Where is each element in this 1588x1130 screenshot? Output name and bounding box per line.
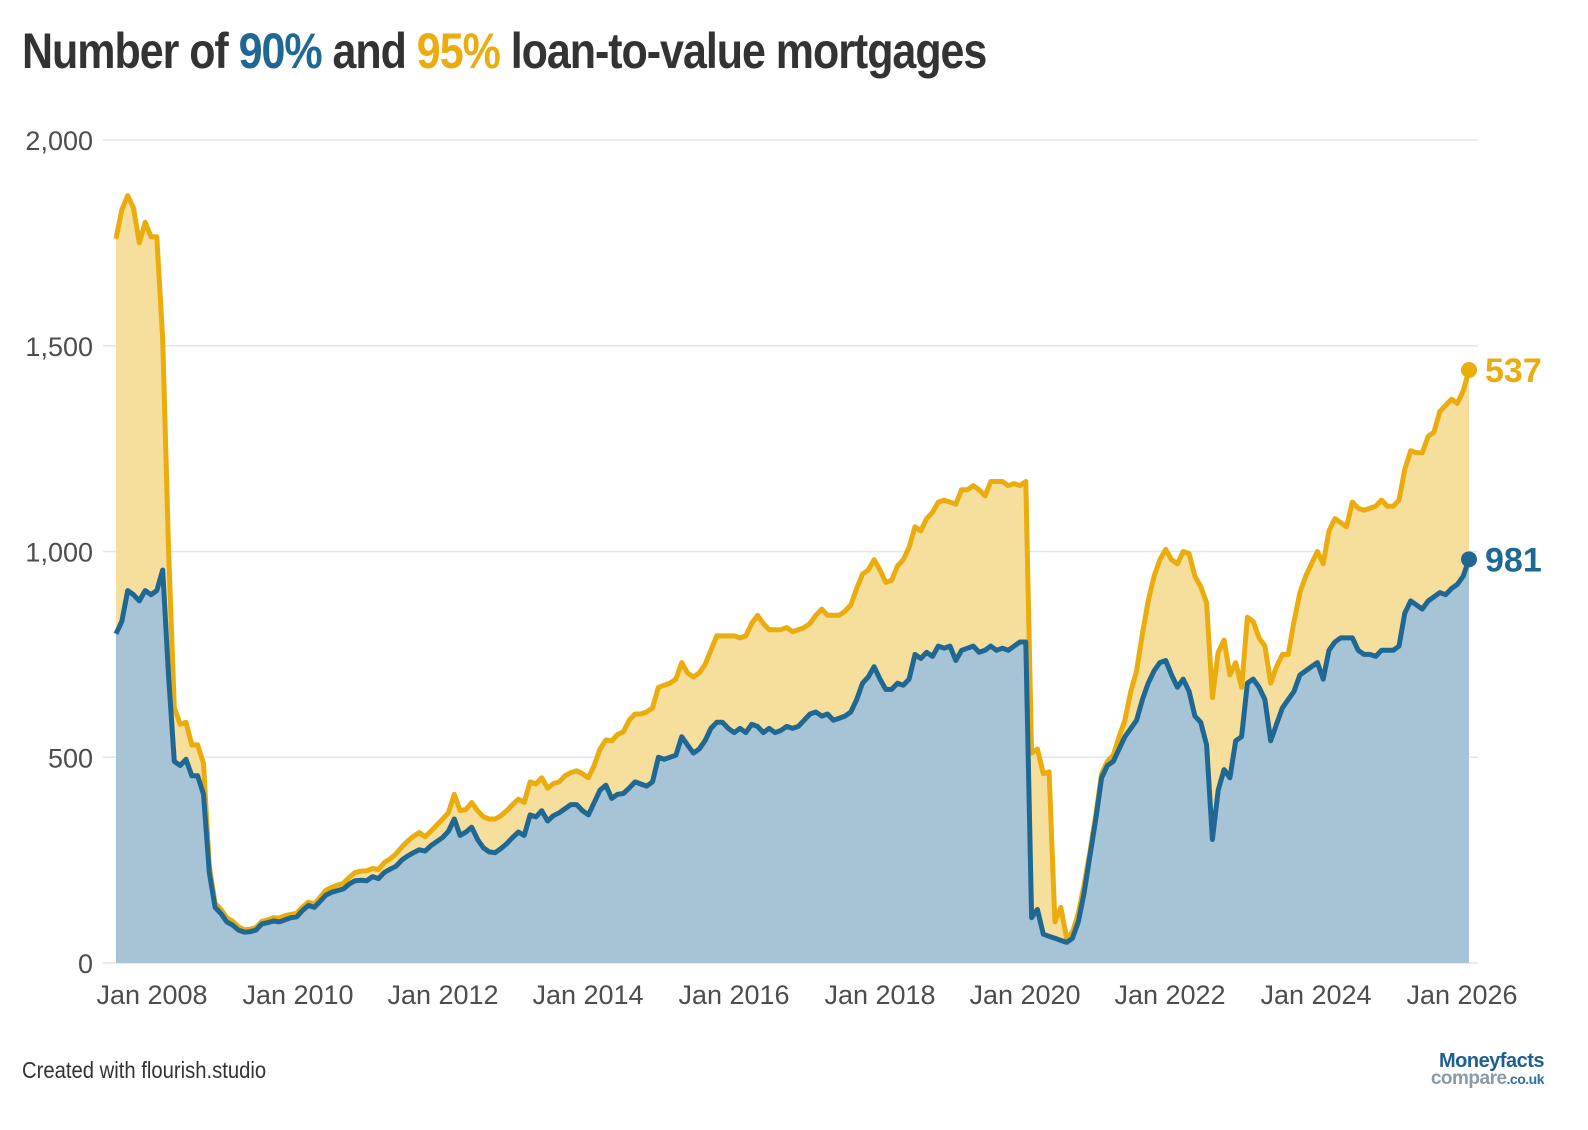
line-90-ltv <box>113 558 1472 945</box>
y-axis: 0 500 1,000 1,500 2,000 <box>25 126 93 979</box>
x-axis: Jan 2008 Jan 2010 Jan 2012 Jan 2014 Jan 2016… <box>96 980 1517 1010</box>
logo-line-2: compare.co.uk <box>1430 1068 1545 1089</box>
logo-tld: .co.uk <box>1506 1071 1545 1087</box>
x-tick-label: Jan 2020 <box>969 980 1080 1010</box>
x-tick-label: Jan 2022 <box>1114 980 1225 1010</box>
line-95-ltv-total <box>113 193 1472 941</box>
x-tick-label: Jan 2016 <box>678 980 789 1010</box>
logo-line-1: Moneyfacts <box>1438 1050 1545 1072</box>
stacked-areas <box>113 193 1472 964</box>
title-middle: and <box>321 23 417 79</box>
logo-compare: compare <box>1430 1068 1507 1089</box>
y-tick-label: 0 <box>78 949 93 979</box>
x-tick-label: Jan 2024 <box>1260 980 1371 1010</box>
y-tick-label: 1,500 <box>25 332 93 362</box>
moneyfacts-logo: Moneyfacts compare.co.uk <box>1430 1050 1545 1089</box>
title-prefix: Number of <box>22 23 239 79</box>
title-suffix: loan-to-value mortgages <box>499 23 988 79</box>
x-tick-label: Jan 2012 <box>387 980 498 1010</box>
area-90-ltv <box>116 559 1469 963</box>
title-95-percent: 95% <box>416 23 501 79</box>
x-tick-label: Jan 2026 <box>1406 980 1517 1010</box>
end-label-90-ltv: 981 <box>1485 541 1542 579</box>
x-tick-label: Jan 2014 <box>532 980 643 1010</box>
y-tick-label: 2,000 <box>25 126 93 156</box>
y-tick-label: 500 <box>48 743 93 773</box>
x-tick-label: Jan 2008 <box>96 980 207 1010</box>
end-label-95-ltv: 537 <box>1485 352 1542 390</box>
title-90-percent: 90% <box>238 23 323 79</box>
end-markers: 537 981 <box>1461 352 1542 579</box>
x-tick-label: Jan 2010 <box>242 980 353 1010</box>
y-tick-label: 1,000 <box>25 538 93 568</box>
end-dot-95-ltv <box>1461 362 1477 379</box>
x-tick-label: Jan 2018 <box>824 980 935 1010</box>
flourish-credit: Created with flourish.studio <box>22 1057 267 1083</box>
end-dot-90-ltv <box>1461 551 1477 568</box>
chart-title: Number of 90% and 95% loan-to-value mort… <box>22 22 988 80</box>
